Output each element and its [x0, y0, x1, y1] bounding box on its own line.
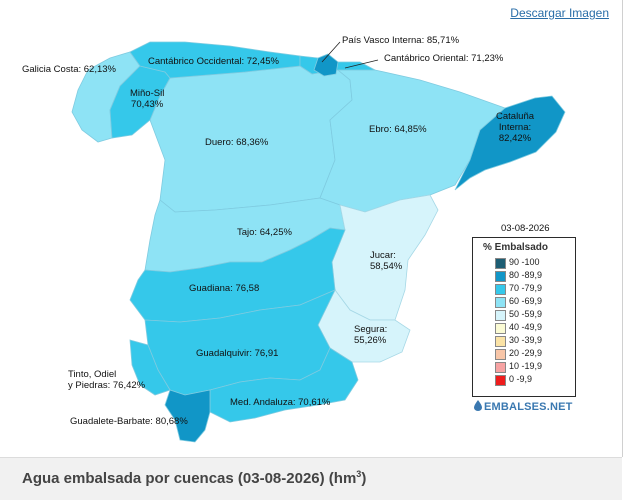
label-tinto-odiel-piedras: Tinto, Odiel y Piedras: 76,42% — [68, 369, 146, 391]
legend-range: 50 -59,9 — [509, 309, 543, 319]
panel-divider — [622, 0, 623, 457]
label-pais-vasco-interna: País Vasco Interna: 85,71% — [342, 35, 460, 46]
label-med-andaluza: Med. Andaluza: 70,61% — [230, 397, 331, 408]
legend-range: 20 -29,9 — [509, 348, 543, 358]
spain-basins-map — [71, 41, 566, 443]
legend-swatch — [495, 284, 506, 295]
legend-swatch — [495, 336, 506, 347]
legend-title: % Embalsado — [483, 242, 549, 253]
legend-range: 70 -79,9 — [509, 283, 543, 293]
legend-range: 60 -69,9 — [509, 296, 543, 306]
label-guadiana: Guadiana: 76,58 — [189, 283, 260, 294]
label-jucar: Jucar: 58,54% — [370, 250, 403, 272]
basin-tinto-odiel-piedras[interactable] — [129, 339, 171, 396]
label-cantabrico-occidental: Cantábrico Occidental: 72,45% — [148, 56, 279, 67]
footer-title: Agua embalsada por cuencas (03-08-2026) … — [22, 469, 367, 487]
leader-cantabrico-oriental — [344, 59, 379, 69]
label-duero: Duero: 68,36% — [205, 137, 269, 148]
legend-range: 90 -100 — [509, 257, 540, 267]
basin-cataluna-interna[interactable] — [454, 95, 566, 191]
label-tajo: Tajo: 64,25% — [237, 227, 292, 238]
basin-guadalete-barbate[interactable] — [164, 389, 211, 443]
download-image-link[interactable]: Descargar Imagen — [510, 6, 609, 20]
legend-range: 80 -89,9 — [509, 270, 543, 280]
legend-range: 30 -39,9 — [509, 335, 543, 345]
legend-swatch — [495, 349, 506, 360]
legend-swatch — [495, 297, 506, 308]
legend-range: 40 -49,9 — [509, 322, 543, 332]
legend-swatch — [495, 258, 506, 269]
legend-swatch — [495, 375, 506, 386]
basin-med-andaluza[interactable] — [209, 347, 359, 423]
leader-pais-vasco — [321, 41, 341, 63]
legend-swatch — [495, 362, 506, 373]
logo-text: EMBALSES.NET — [484, 401, 573, 413]
legend-swatch — [495, 323, 506, 334]
legend: % Embalsado 90 -100 80 -89,9 70 -79,9 60… — [472, 237, 576, 397]
legend-range: 0 -9,9 — [509, 374, 533, 384]
label-guadalquivir: Guadalquivir: 76,91 — [196, 348, 279, 359]
label-galicia-costa: Galicia Costa: 62,13% — [22, 64, 116, 75]
label-guadalete-barbate: Guadalete-Barbate: 80,68% — [70, 416, 188, 427]
basin-pais-vasco-interna[interactable] — [313, 53, 339, 77]
label-ebro: Ebro: 64,85% — [369, 124, 427, 135]
label-mino-sil: Miño-Sil 70,43% — [130, 88, 165, 110]
footer-bar: Agua embalsada por cuencas (03-08-2026) … — [0, 457, 622, 500]
label-segura: Segura: 55,26% — [354, 324, 388, 346]
label-cantabrico-oriental: Cantábrico Oriental: 71,23% — [384, 53, 504, 64]
legend-swatch — [495, 271, 506, 282]
embalses-logo[interactable]: EMBALSES.NET — [474, 400, 573, 413]
water-drop-icon — [474, 400, 482, 411]
map-date: 03-08-2026 — [501, 223, 550, 234]
legend-swatch — [495, 310, 506, 321]
legend-range: 10 -19,9 — [509, 361, 543, 371]
label-cataluna-interna: Cataluña Interna: 82,42% — [496, 111, 535, 144]
